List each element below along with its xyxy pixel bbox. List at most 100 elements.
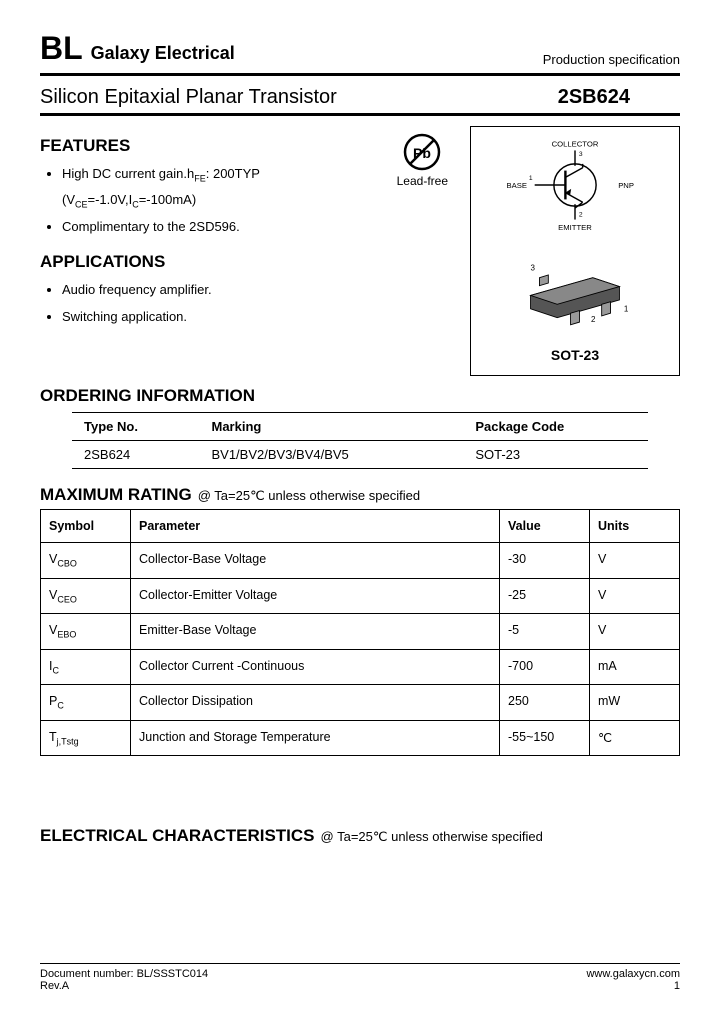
ordering-col-type: Type No. <box>72 413 199 441</box>
leadfree-badge: Pb Lead-free <box>397 132 448 188</box>
ordering-table: Type No. Marking Package Code 2SB624 BV1… <box>72 412 648 469</box>
rating-row: VCBOCollector-Base Voltage-30V <box>41 543 680 579</box>
spec-label: Production specification <box>543 52 680 67</box>
ordering-cell: SOT-23 <box>463 441 648 469</box>
features-row: FEATURES High DC current gain.hFE: 200TY… <box>40 126 458 242</box>
feature-sub: (VCE=-1.0V,IC=-100mA) <box>62 192 196 207</box>
application-item: Audio frequency amplifier. <box>62 278 458 303</box>
rating-table: Symbol Parameter Value Units VCBOCollect… <box>40 509 680 756</box>
rating-param: Collector Current -Continuous <box>131 649 500 685</box>
rating-symbol: VEBO <box>41 614 131 650</box>
rating-symbol: VCBO <box>41 543 131 579</box>
rating-param: Collector Dissipation <box>131 685 500 721</box>
emitter-label: EMITTER <box>558 223 592 232</box>
features-list: High DC current gain.hFE: 200TYP (VCE=-1… <box>40 162 377 240</box>
rating-param: Emitter-Base Voltage <box>131 614 500 650</box>
rating-unit: mA <box>590 649 680 685</box>
rating-row: PCCollector Dissipation250mW <box>41 685 680 721</box>
rating-symbol: Tj,Tstg <box>41 720 131 756</box>
rating-row: Tj,TstgJunction and Storage Temperature-… <box>41 720 680 756</box>
rating-value: 250 <box>500 685 590 721</box>
electrical-heading: ELECTRICAL CHARACTERISTICS <box>40 826 315 846</box>
brand-logo: BL <box>40 30 83 67</box>
rating-row: VEBOEmitter-Base Voltage-5V <box>41 614 680 650</box>
svg-text:Pb: Pb <box>413 145 431 161</box>
rating-symbol: IC <box>41 649 131 685</box>
rating-unit: V <box>590 578 680 614</box>
pkg-pin3: 3 <box>531 264 536 273</box>
applications-heading: APPLICATIONS <box>40 252 458 272</box>
revision: Rev.A <box>40 980 208 992</box>
pin2-label: 2 <box>579 212 583 219</box>
leadfree-label: Lead-free <box>397 174 448 188</box>
features-block: FEATURES High DC current gain.hFE: 200TY… <box>40 126 377 242</box>
top-section: FEATURES High DC current gain.hFE: 200TY… <box>40 126 680 376</box>
pnp-label: PNP <box>618 181 634 190</box>
pin1-label: 1 <box>529 175 533 182</box>
footer: Document number: BL/SSSTC014 Rev.A www.g… <box>40 963 680 992</box>
feature-item: High DC current gain.hFE: 200TYP (VCE=-1… <box>62 162 377 213</box>
rating-symbol: PC <box>41 685 131 721</box>
ordering-row: 2SB624 BV1/BV2/BV3/BV4/BV5 SOT-23 <box>72 441 648 469</box>
rating-row: ICCollector Current -Continuous-700mA <box>41 649 680 685</box>
rating-condition: @ Ta=25℃ unless otherwise specified <box>198 488 420 504</box>
rating-heading: MAXIMUM RATING <box>40 485 192 505</box>
header-rule <box>40 73 680 76</box>
footer-right: www.galaxycn.com 1 <box>586 968 680 992</box>
product-subtitle: Silicon Epitaxial Planar Transistor <box>40 86 337 109</box>
part-number: 2SB624 <box>558 86 680 109</box>
feature-text: High DC current gain.hFE: 200TYP <box>62 166 260 181</box>
rating-param: Collector-Emitter Voltage <box>131 578 500 614</box>
rating-param: Collector-Base Voltage <box>131 543 500 579</box>
collector-label: COLLECTOR <box>552 140 599 149</box>
package-name: SOT-23 <box>551 347 599 363</box>
rating-col-value: Value <box>500 510 590 543</box>
rating-header-row: Symbol Parameter Value Units <box>41 510 680 543</box>
ordering-col-pkg: Package Code <box>463 413 648 441</box>
package-drawing: 3 1 2 <box>479 251 671 331</box>
rating-value: -700 <box>500 649 590 685</box>
pkg-pin2: 2 <box>591 315 596 324</box>
rating-col-symbol: Symbol <box>41 510 131 543</box>
pkg-pin1: 1 <box>624 304 629 313</box>
rating-col-param: Parameter <box>131 510 500 543</box>
rating-value: -30 <box>500 543 590 579</box>
rating-row: VCEOCollector-Emitter Voltage-25V <box>41 578 680 614</box>
application-item: Switching application. <box>62 305 458 330</box>
pin3-label: 3 <box>579 151 583 158</box>
rating-col-units: Units <box>590 510 680 543</box>
rating-unit: V <box>590 614 680 650</box>
feature-item: Complimentary to the 2SD596. <box>62 215 377 240</box>
page-number: 1 <box>586 980 680 992</box>
rating-heading-row: MAXIMUM RATING @ Ta=25℃ unless otherwise… <box>40 485 680 505</box>
right-column: COLLECTOR BASE 1 3 2 PNP EMITTER <box>470 126 680 376</box>
leadfree-icon: Pb <box>402 132 442 172</box>
ordering-col-marking: Marking <box>199 413 463 441</box>
header: BL Galaxy Electrical Production specific… <box>40 30 680 67</box>
features-heading: FEATURES <box>40 136 377 156</box>
rating-unit: ℃ <box>590 720 680 756</box>
left-column: FEATURES High DC current gain.hFE: 200TY… <box>40 126 458 376</box>
doc-number: Document number: BL/SSSTC014 <box>40 968 208 980</box>
ordering-heading: ORDERING INFORMATION <box>40 386 680 406</box>
brand: BL Galaxy Electrical <box>40 30 235 67</box>
brand-company: Galaxy Electrical <box>91 43 235 64</box>
footer-left: Document number: BL/SSSTC014 Rev.A <box>40 968 208 992</box>
rating-value: -25 <box>500 578 590 614</box>
rating-value: -5 <box>500 614 590 650</box>
ordering-cell: 2SB624 <box>72 441 199 469</box>
transistor-schematic: COLLECTOR BASE 1 3 2 PNP EMITTER <box>479 135 671 235</box>
rating-symbol: VCEO <box>41 578 131 614</box>
package-box: COLLECTOR BASE 1 3 2 PNP EMITTER <box>470 126 680 376</box>
rating-unit: mW <box>590 685 680 721</box>
footer-url: www.galaxycn.com <box>586 968 680 980</box>
electrical-heading-row: ELECTRICAL CHARACTERISTICS @ Ta=25℃ unle… <box>40 826 680 846</box>
ordering-header-row: Type No. Marking Package Code <box>72 413 648 441</box>
rating-value: -55~150 <box>500 720 590 756</box>
applications-list: Audio frequency amplifier. Switching app… <box>40 278 458 329</box>
base-label: BASE <box>507 181 527 190</box>
ordering-cell: BV1/BV2/BV3/BV4/BV5 <box>199 441 463 469</box>
rating-unit: V <box>590 543 680 579</box>
electrical-condition: @ Ta=25℃ unless otherwise specified <box>321 829 543 845</box>
title-row: Silicon Epitaxial Planar Transistor 2SB6… <box>40 86 680 116</box>
